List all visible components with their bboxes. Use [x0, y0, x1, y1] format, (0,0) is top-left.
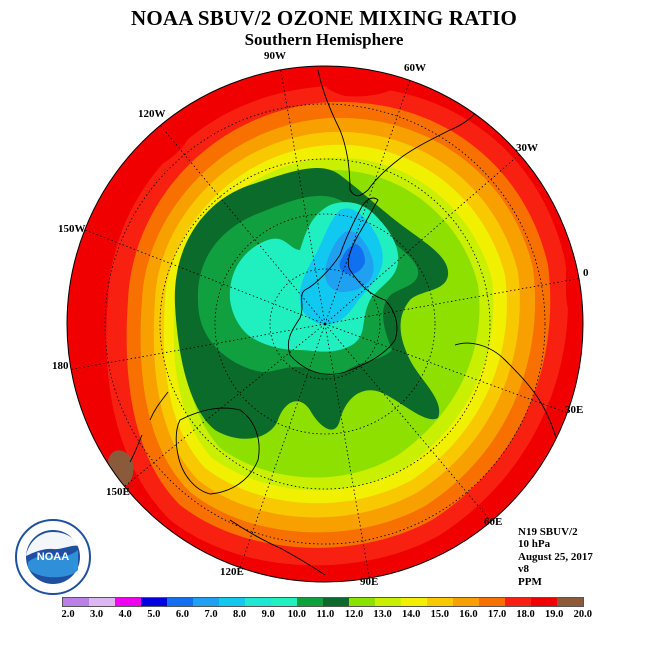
colorbar-segment: [297, 598, 323, 606]
info-units: PPM: [518, 575, 542, 588]
colorbar-segment: [219, 598, 245, 606]
colorbar-segment: [323, 598, 349, 606]
colorbar-tick-label: 20.0: [573, 609, 592, 620]
colorbar-segment: [271, 598, 297, 606]
meridian-30e: [324, 323, 566, 413]
meridian-120w: [159, 124, 326, 325]
lat-circle-50s: [104, 103, 546, 545]
lon-label-30w: 30W: [516, 142, 538, 154]
colorbar-tick-label: 12.0: [344, 609, 364, 620]
lon-label-30e: 30E: [565, 404, 584, 416]
meridian-120e: [239, 323, 326, 569]
antarctica-coast: [287, 197, 398, 375]
map-title: NOAA SBUV/2 OZONE MIXING RATIO: [131, 6, 517, 30]
colorbar-segment: [557, 598, 583, 606]
colorbar-segment: [427, 598, 453, 606]
colorbar-tick-label: 9.0: [261, 609, 275, 620]
noaa-logo-text: NOAA: [37, 551, 69, 563]
noaa-logo: NOAA: [15, 519, 91, 595]
colorbar-tick-label: 10.0: [287, 609, 306, 620]
colorbar-tick-label: 4.0: [118, 609, 132, 620]
colorbar-segment: [141, 598, 167, 606]
colorbar-segment: [349, 598, 375, 606]
lon-label-60w: 60W: [404, 62, 426, 74]
colorbar-tick-label: 13.0: [373, 609, 392, 620]
lon-label-90e: 90E: [360, 576, 379, 588]
info-instrument: N19 SBUV/2: [518, 526, 578, 538]
info-date: August 25, 2017: [518, 550, 593, 563]
colorbar-tick-label: 7.0: [204, 609, 218, 620]
colorbar-segment: [245, 598, 271, 606]
colorbar: [62, 597, 584, 607]
lon-label-0: 0: [583, 267, 589, 279]
colorbar-segment: [89, 598, 115, 606]
colorbar-segment: [531, 598, 557, 606]
colorbar-tick-label: 5.0: [147, 609, 161, 620]
lat-circle-60s: [159, 158, 491, 490]
info-panel: N19 SBUV/2 10 hPa August 25, 2017 v8 PPM: [518, 526, 593, 588]
lon-label-180: 180: [52, 360, 69, 372]
colorbar-tick-label: 3.0: [90, 609, 104, 620]
meridian-60w: [324, 79, 411, 325]
colorbar-tick-label: 8.0: [233, 609, 247, 620]
colorbar-tick-label: 19.0: [545, 609, 564, 620]
lon-label-90w: 90W: [264, 50, 286, 62]
map-boundary: [66, 65, 584, 583]
colorbar-tick-label: 17.0: [487, 609, 507, 620]
colorbar-tick-label: 11.0: [316, 609, 335, 620]
lon-label-120e: 120E: [220, 566, 244, 578]
australia-coast: [175, 407, 260, 495]
meridian-150w: [84, 229, 326, 325]
meridian-30w: [324, 153, 521, 325]
colorbar-segment: [453, 598, 479, 606]
band-6: [339, 244, 365, 275]
colorbar-tick-label: 15.0: [430, 609, 449, 620]
south-america-coast: [317, 69, 489, 197]
colorbar-tick-label: 2.0: [61, 609, 75, 620]
colorbar-segment: [479, 598, 505, 606]
patch-red-70w: [319, 67, 400, 97]
colorbar-tick-label: 16.0: [459, 609, 478, 620]
colorbar-segment: [115, 598, 141, 606]
colorbar-segment: [401, 598, 427, 606]
ozone-field: [67, 66, 583, 582]
band-20: [108, 450, 134, 486]
meridian-60e: [324, 323, 491, 521]
info-version: v8: [518, 563, 529, 576]
lon-label-150w: 150W: [58, 223, 86, 235]
colorbar-segment: [167, 598, 193, 606]
lon-label-120w: 120W: [138, 108, 166, 120]
colorbar-tick-label: 14.0: [402, 609, 421, 620]
colorbar-segment: [193, 598, 219, 606]
colorbar-segment: [375, 598, 401, 606]
lon-label-60e: 60E: [484, 516, 503, 528]
colorbar-segment: [63, 598, 89, 606]
colorbar-tick-label: 6.0: [175, 609, 189, 620]
new-zealand-coast: [129, 391, 169, 463]
lat-circle-80s: [269, 268, 381, 380]
lon-label-150e: 150E: [106, 486, 130, 498]
colorbar-segment: [505, 598, 531, 606]
lat-circle-70s: [214, 213, 436, 435]
info-level: 10 hPa: [518, 538, 551, 551]
map-subtitle: Southern Hemisphere: [244, 30, 404, 49]
colorbar-tick-label: 18.0: [516, 609, 535, 620]
patch-red-0e: [566, 270, 579, 330]
graticule: [67, 66, 583, 582]
